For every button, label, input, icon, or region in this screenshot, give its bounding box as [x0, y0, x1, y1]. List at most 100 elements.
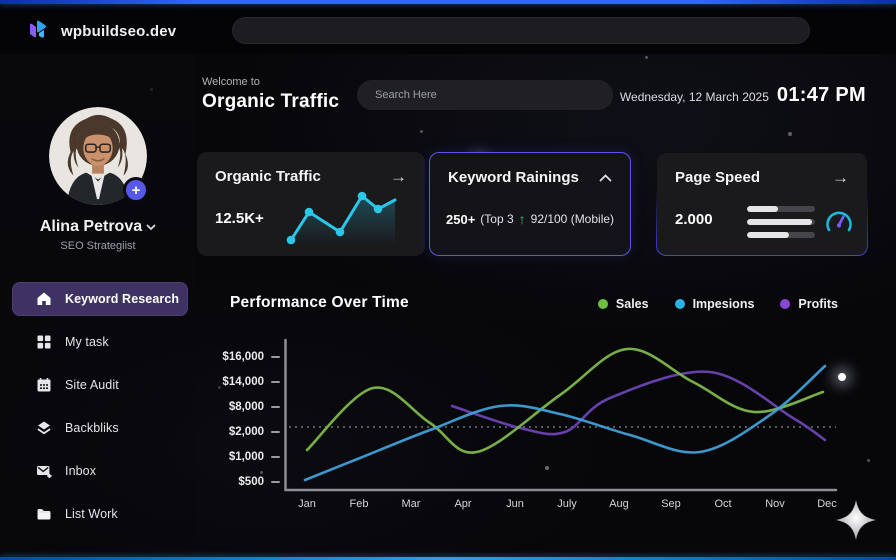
x-tick: July	[557, 498, 577, 510]
arrow-right-icon[interactable]: →	[832, 168, 849, 187]
home-icon	[37, 292, 51, 305]
keyword-rank-value: 250+	[446, 211, 476, 227]
sidebar-item-label: My task	[65, 335, 109, 349]
time-text: 01:47 PM	[776, 84, 866, 106]
speed-bars	[747, 206, 815, 245]
chevron-up-icon[interactable]	[599, 173, 612, 182]
star-decoration	[645, 56, 648, 59]
chart-title: Performance Over Time	[230, 294, 409, 311]
star-decoration	[420, 130, 423, 133]
y-tick: $1,000	[229, 451, 280, 463]
add-profile-button[interactable]: +	[123, 177, 149, 203]
sidebar-item-keyword-research[interactable]: Keyword Research	[12, 282, 188, 316]
topbar: wpbuildseo.dev	[0, 4, 896, 54]
layers-icon	[37, 421, 51, 435]
legend-dot-impesions	[674, 299, 685, 309]
legend-item-profits[interactable]: Profits	[780, 297, 838, 311]
main-content: Welcome to Organic Traffic Search Here W…	[196, 54, 896, 560]
page-speed-value: 2.000	[675, 211, 713, 228]
card-title: Organic Traffic	[215, 168, 321, 185]
star-decoration	[218, 386, 221, 389]
search-placeholder: Search Here	[375, 89, 437, 101]
y-tick: $2,000	[229, 426, 280, 438]
folder-icon	[37, 509, 51, 520]
y-tick: $500	[238, 476, 280, 488]
x-tick: Sep	[661, 498, 681, 510]
star-decoration	[838, 373, 846, 381]
brand-name: wpbuildseo.dev	[61, 22, 177, 40]
y-axis: $16,000 $14,000 $8,000 $2,000 $1,000 $500	[196, 278, 280, 548]
star-decoration	[867, 459, 870, 462]
sidebar-item-list-work[interactable]: List Work	[12, 497, 188, 531]
speed-bar	[747, 219, 815, 225]
y-tick: $14,000	[222, 376, 280, 388]
card-title: Page Speed	[675, 169, 761, 186]
organic-traffic-value: 12.5K+	[215, 210, 264, 227]
star-decoration	[700, 240, 703, 243]
sidebar-item-label: Backbliks	[65, 421, 119, 435]
star-decoration	[545, 466, 549, 470]
sidebar-nav: Keyword Research My task	[0, 282, 196, 540]
x-axis: Jan Feb Mar Apr Jun July Aug Sep Oct Nov Dec	[281, 498, 853, 510]
speed-bar	[747, 206, 815, 212]
star-decoration	[788, 132, 792, 136]
sidebar-item-backbliks[interactable]: Backbliks	[12, 411, 188, 445]
sidebar-item-label: List Work	[65, 507, 118, 521]
calendar-icon	[37, 378, 51, 392]
search-input[interactable]: Search Here	[357, 80, 613, 110]
x-tick: Feb	[349, 498, 369, 510]
sidebar-item-label: Keyword Research	[65, 292, 180, 306]
profile-role: SEO Strategiist	[60, 240, 136, 252]
sidebar-item-my-task[interactable]: My task	[12, 325, 188, 359]
screen-top-glow	[0, 0, 896, 4]
profile-name: Alina Petrova	[39, 218, 143, 235]
up-arrow-icon: ↑	[518, 211, 526, 227]
x-tick: Oct	[714, 498, 732, 510]
card-title: Keyword Rainings	[448, 169, 579, 186]
organic-traffic-card[interactable]: Organic Traffic → 12.5K+	[197, 152, 425, 256]
brand: wpbuildseo.dev	[26, 18, 176, 44]
x-tick: Nov	[765, 498, 785, 510]
mobile-score: 92/100 (Mobile)	[530, 212, 615, 226]
date-text: Wednesday, 12 March 2025	[619, 90, 769, 104]
y-tick: $8,000	[229, 401, 280, 413]
chevron-down-icon[interactable]	[146, 224, 156, 231]
performance-line-chart	[284, 338, 838, 492]
star-decoration	[302, 104, 306, 108]
x-tick: Jan	[298, 498, 316, 510]
page-speed-card[interactable]: Page Speed → 2.000	[656, 152, 868, 256]
grid-icon	[37, 335, 51, 349]
brand-logo-icon	[30, 20, 46, 38]
y-tick: $16,000	[222, 351, 280, 363]
x-tick: Aug	[609, 498, 629, 510]
star-decoration	[260, 471, 263, 474]
arrow-right-icon[interactable]: →	[390, 167, 407, 186]
performance-chart-panel: Performance Over Time Sales Impesions Pr…	[196, 278, 896, 548]
sidebar-item-inbox[interactable]: Inbox	[12, 454, 188, 488]
sidebar-item-label: Site Audit	[65, 378, 119, 392]
speedometer-icon	[826, 211, 852, 232]
x-tick: Dec	[817, 498, 837, 510]
x-tick: Mar	[401, 498, 421, 510]
traffic-sparkline	[286, 191, 397, 245]
legend-item-impesions[interactable]: Impesions	[674, 297, 754, 311]
legend-dot-profits	[780, 299, 791, 309]
sidebar-item-site-audit[interactable]: Site Audit	[12, 368, 188, 402]
welcome-text: Welcome to	[202, 76, 260, 88]
legend-dot-sales	[597, 299, 608, 309]
sidebar: + Alina Petrova SEO Strategiist Keyword …	[0, 54, 196, 557]
speed-bar	[747, 232, 815, 238]
sidebar-item-label: Inbox	[65, 464, 97, 478]
chart-legend: Sales Impesions Profits	[597, 297, 838, 311]
legend-item-sales[interactable]: Sales	[597, 297, 649, 311]
mail-plus-icon	[37, 466, 52, 478]
keyword-rainings-card[interactable]: Keyword Rainings 250+ (Top 3 ↑ 92/100 (M…	[429, 152, 631, 256]
global-search-bar[interactable]	[232, 17, 810, 44]
screen-bottom-glow	[0, 557, 896, 560]
keyword-rank-note: (Top 3	[480, 212, 514, 226]
datetime: Wednesday, 12 March 2025 01:47 PM	[620, 84, 866, 107]
sparkle-decoration	[836, 500, 876, 540]
x-tick: Apr	[454, 498, 472, 510]
page-title: Organic Traffic	[202, 91, 340, 112]
